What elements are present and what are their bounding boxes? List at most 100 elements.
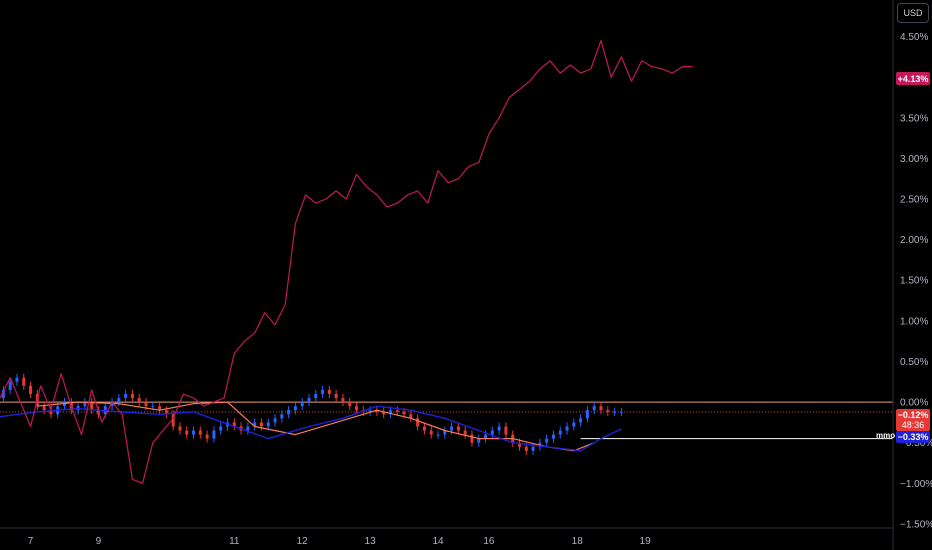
y-tick-label: 3.50% — [900, 113, 928, 124]
candle-body — [504, 426, 508, 435]
candle-body — [585, 410, 589, 419]
candle-body — [171, 414, 175, 427]
x-tick-label: 18 — [572, 536, 584, 547]
candle-body — [592, 406, 596, 411]
candle-body — [531, 446, 535, 451]
candle-body — [22, 377, 26, 386]
candle-body — [192, 430, 196, 435]
candle-body — [29, 385, 33, 394]
candle-body — [15, 377, 19, 382]
y-tick-label: 3.00% — [900, 154, 928, 165]
time-scale[interactable]: 7 9 11 12 13 14 16 18 19 — [28, 536, 651, 547]
candle-body — [219, 426, 223, 431]
candle-body — [8, 381, 12, 390]
candle-body — [443, 430, 447, 435]
candle-body — [232, 422, 236, 427]
candle-body — [572, 422, 576, 427]
y-tick-label: −0.50% — [900, 438, 932, 449]
x-tick-label: 16 — [483, 536, 495, 547]
candle-body — [518, 442, 522, 447]
candle-body — [205, 434, 209, 439]
candle-body — [49, 410, 53, 415]
candle-body — [388, 410, 392, 415]
candle-body — [314, 393, 318, 399]
candle-body — [321, 389, 325, 394]
candle-body — [212, 430, 216, 439]
candle-body — [293, 406, 297, 411]
candle-body — [450, 426, 454, 431]
x-tick-label: 11 — [229, 536, 240, 547]
candle-body — [375, 410, 379, 412]
candle-body — [409, 414, 413, 419]
candle-body — [253, 422, 257, 427]
candle-body — [348, 402, 352, 407]
mmo-badge-bg — [896, 431, 930, 443]
candle-body — [551, 434, 555, 439]
currency-button[interactable]: USD — [897, 3, 929, 23]
x-tick-label: 12 — [297, 536, 309, 547]
ma-blue-line — [0, 405, 622, 452]
candle-body — [429, 430, 433, 435]
candle-body — [599, 406, 603, 411]
candle-body — [63, 402, 67, 407]
candle-body — [606, 410, 610, 412]
candle-body — [341, 398, 345, 403]
candle-body — [307, 398, 311, 403]
candle-body — [151, 406, 155, 408]
candle-body — [273, 418, 277, 423]
y-tick-label: 2.00% — [900, 235, 928, 246]
candle-body — [470, 434, 474, 443]
candle-body — [619, 411, 623, 413]
candle-body — [137, 398, 141, 403]
price-badge-bg — [896, 409, 930, 431]
candle-body — [130, 393, 134, 399]
y-tick-label: 1.50% — [900, 276, 928, 287]
candle-body — [266, 422, 270, 427]
candle-body — [178, 426, 182, 431]
price-badge: −0.12% 48:36 — [896, 409, 930, 431]
ma-orange-line — [37, 401, 595, 452]
compare-badge-text: +4.13% — [898, 74, 929, 84]
candle-body — [117, 398, 121, 403]
candle-body — [124, 393, 128, 399]
candle-body — [300, 402, 304, 407]
candle-body — [382, 411, 386, 415]
mmo-badge-text: −0.33% — [898, 432, 929, 442]
candle-body — [287, 410, 291, 415]
candle-body — [463, 430, 467, 435]
x-tick-label: 14 — [432, 536, 444, 547]
candle-body — [456, 426, 460, 431]
lines-layer — [0, 40, 693, 484]
candle-body — [368, 410, 372, 412]
candle-body — [416, 418, 420, 427]
candle-body — [280, 414, 284, 419]
compare-badge-bg — [896, 72, 930, 85]
y-tick-label: 0.00% — [900, 398, 928, 409]
candle-body — [334, 393, 338, 399]
x-tick-label: 13 — [365, 536, 377, 547]
x-tick-label: 7 — [28, 536, 34, 547]
x-tick-label: 9 — [96, 536, 102, 547]
y-tick-label: 4.50% — [900, 32, 928, 43]
candle-body — [259, 422, 263, 427]
candle-body — [110, 402, 114, 407]
x-tick-label: 19 — [640, 536, 652, 547]
candle-body — [327, 389, 331, 394]
candle-body — [484, 434, 488, 439]
candle-body — [198, 430, 202, 435]
candle-body — [579, 418, 583, 423]
candle-body — [490, 430, 494, 435]
plot-area — [0, 401, 893, 440]
candle-body — [144, 402, 148, 407]
y-tick-label: −1.00% — [900, 479, 932, 490]
candle-body — [90, 402, 94, 411]
candle-body — [42, 406, 46, 411]
y-tick-label: 0.50% — [900, 357, 928, 368]
candle-body — [524, 446, 528, 451]
candle-body — [545, 438, 549, 443]
candle-body — [158, 406, 162, 411]
candle-body — [477, 438, 481, 443]
compare-line — [0, 40, 693, 484]
